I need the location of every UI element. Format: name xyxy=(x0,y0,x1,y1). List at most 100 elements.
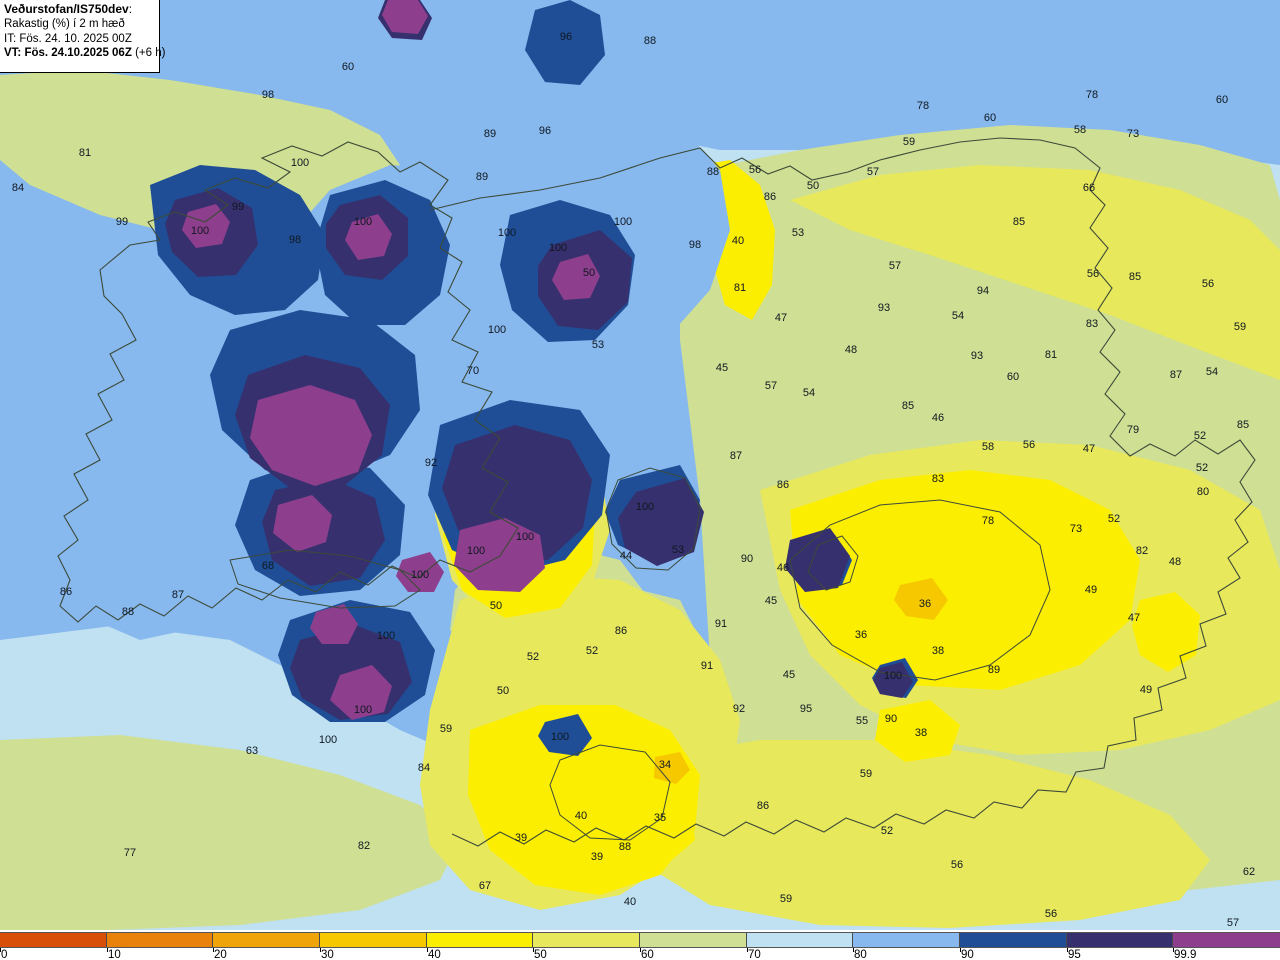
colorbar-tick-label: 80 xyxy=(854,949,867,960)
colorbar-band[interactable] xyxy=(1066,933,1174,947)
iceland-coastline xyxy=(57,141,519,623)
humidity-value-label: 39 xyxy=(514,832,528,844)
humidity-value-label: 53 xyxy=(591,339,605,351)
humidity-value-label: 54 xyxy=(1205,366,1219,378)
humidity-value-label: 50 xyxy=(496,685,510,697)
humidity-value-label: 96 xyxy=(559,31,573,43)
humidity-value-label: 77 xyxy=(123,847,137,859)
humidity-value-label: 78 xyxy=(981,515,995,527)
humidity-value-label: 56 xyxy=(748,164,762,176)
region-40-50-sm1 xyxy=(875,700,960,762)
humidity-value-label: 58 xyxy=(981,441,995,453)
humidity-value-label: 86 xyxy=(614,625,628,637)
parameter-line: Rakastig (%) í 2 m hæð xyxy=(4,18,125,31)
colorbar-gradient[interactable] xyxy=(0,932,1280,948)
glacier-outline-langjokull xyxy=(605,467,701,571)
humidity-value-label: 84 xyxy=(11,182,25,194)
humidity-value-label: 100 xyxy=(613,216,633,228)
humidity-value-label: 89 xyxy=(483,128,497,140)
humidity-map-canvas[interactable]: 96 88 60 78 60 78 60 58 73 89 96 59 81 100 98 89 88 56 57 5… xyxy=(0,0,1280,930)
humidity-value-label: 87 xyxy=(729,450,743,462)
humidity-value-label: 52 xyxy=(526,651,540,663)
humidity-value-label: 79 xyxy=(1126,424,1140,436)
humidity-value-label: 52 xyxy=(1195,462,1209,474)
humidity-value-label: 50 xyxy=(489,600,503,612)
humidity-value-label: 45 xyxy=(764,595,778,607)
humidity-value-label: 88 xyxy=(121,606,135,618)
humidity-value-label: 89 xyxy=(475,171,489,183)
colorbar-tick-mark xyxy=(853,948,854,952)
humidity-value-label: 59 xyxy=(779,893,793,905)
humidity-value-label: 62 xyxy=(1242,866,1256,878)
humidity-value-label: 45 xyxy=(715,362,729,374)
humidity-value-label: 36 xyxy=(854,629,868,641)
colorbar-band[interactable] xyxy=(106,933,214,947)
humidity-value-label: 50 xyxy=(806,180,820,192)
humidity-value-label: 98 xyxy=(688,239,702,251)
glacier-outline-vatnajokull xyxy=(789,499,1051,681)
colorbar-band[interactable] xyxy=(959,933,1067,947)
humidity-value-label: 100 xyxy=(410,569,430,581)
humidity-value-label: 100 xyxy=(550,731,570,743)
region-100-purple-6 xyxy=(182,204,230,248)
snaefellsnes-outline xyxy=(229,549,421,609)
humidity-value-label: 100 xyxy=(190,225,210,237)
colorbar-tick-mark xyxy=(1173,948,1174,952)
humidity-value-label: 56 xyxy=(1022,439,1036,451)
region-90-95-bb xyxy=(525,0,605,85)
humidity-value-label: 82 xyxy=(357,840,371,852)
humidity-value-label: 54 xyxy=(951,310,965,322)
humidity-value-label: 91 xyxy=(714,618,728,630)
region-60-70-sw xyxy=(0,735,460,930)
humidity-value-label: 87 xyxy=(1169,369,1183,381)
humidity-value-label: 34 xyxy=(658,759,672,771)
humidity-value-label: 73 xyxy=(1126,128,1140,140)
humidity-value-label: 86 xyxy=(763,191,777,203)
humidity-value-label: 44 xyxy=(619,550,633,562)
region-100-purple-7 xyxy=(345,214,392,260)
colorbar-band[interactable] xyxy=(0,933,107,947)
humidity-value-label: 48 xyxy=(1168,556,1182,568)
humidity-value-label: 100 xyxy=(353,704,373,716)
humidity-value-label: 83 xyxy=(931,473,945,485)
colorbar-tick-label: 95 xyxy=(1068,949,1081,960)
humidity-value-label: 49 xyxy=(1139,684,1153,696)
humidity-value-label: 35 xyxy=(653,812,667,824)
humidity-value-label: 38 xyxy=(914,727,928,739)
humidity-value-label: 57 xyxy=(1226,917,1240,929)
colorbar-band[interactable] xyxy=(1173,933,1280,947)
humidity-value-label: 59 xyxy=(859,768,873,780)
region-95-navy-10 xyxy=(873,662,913,698)
humidity-value-label: 78 xyxy=(916,100,930,112)
region-100-purple-1 xyxy=(250,385,372,486)
humidity-value-label: 88 xyxy=(618,841,632,853)
region-30-40-a xyxy=(894,578,948,620)
humidity-value-label: 55 xyxy=(855,715,869,727)
humidity-value-label: 56 xyxy=(950,859,964,871)
humidity-value-label: 53 xyxy=(791,227,805,239)
humidity-value-label: 100 xyxy=(466,545,486,557)
humidity-value-label: 99 xyxy=(115,216,129,228)
humidity-value-label: 49 xyxy=(1084,584,1098,596)
colorbar-tick-mark xyxy=(960,948,961,952)
humidity-value-label: 70 xyxy=(466,365,480,377)
humidity-value-label: 92 xyxy=(732,703,746,715)
colorbar-band[interactable] xyxy=(213,933,320,947)
colorbar-band[interactable] xyxy=(746,933,854,947)
humidity-value-label: 88 xyxy=(643,35,657,47)
colorbar-tick-label: 20 xyxy=(214,949,227,960)
humidity-value-label: 68 xyxy=(261,560,275,572)
colorbar-band[interactable] xyxy=(533,933,640,947)
humidity-value-label: 87 xyxy=(171,589,185,601)
colorbar-band[interactable] xyxy=(319,933,427,947)
region-100-purple-3 xyxy=(330,665,392,720)
colorbar-band[interactable] xyxy=(426,933,534,947)
colorbar-tick-label: 10 xyxy=(108,949,121,960)
humidity-value-label: 47 xyxy=(774,312,788,324)
humidity-value-label: 78 xyxy=(1085,89,1099,101)
colorbar-band[interactable] xyxy=(853,933,960,947)
colorbar-band[interactable] xyxy=(639,933,747,947)
colorbar-tick-label: 99.9 xyxy=(1174,949,1197,960)
humidity-value-label: 52 xyxy=(585,645,599,657)
colorbar-tick-label: 30 xyxy=(321,949,334,960)
